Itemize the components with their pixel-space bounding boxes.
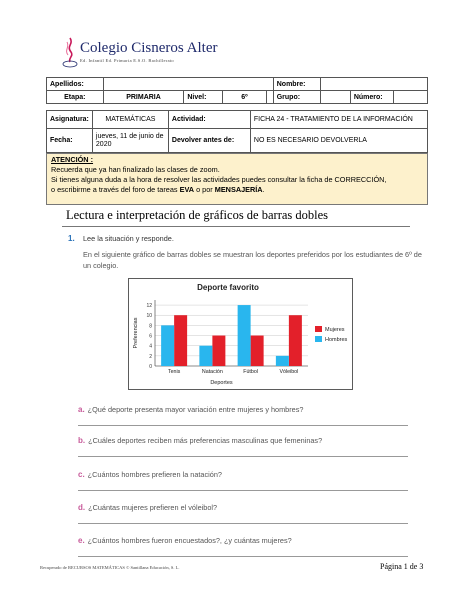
sub-question-2: b. ¿Cuáles deportes reciben más preferenc… (78, 436, 322, 445)
sub-question-1: a. ¿Qué deporte presenta mayor variación … (78, 405, 303, 414)
bar-hombres-vóleibol (275, 355, 289, 366)
y-tick-label: 2 (149, 354, 152, 360)
bar-hombres-fútbol (237, 305, 251, 366)
bar-mujeres-fútbol (250, 335, 264, 366)
bar-mujeres-tenis (174, 315, 188, 366)
school-levels: Ed. Infantil Ed. Primaria E.S.O. Bachill… (80, 58, 174, 63)
y-tick-label: 6 (149, 334, 152, 340)
school-logo: Colegio Cisneros Alter Ed. Infantil Ed. … (60, 36, 230, 72)
sub-question-text: ¿Cuántas mujeres prefieren el vóleibol? (88, 503, 218, 512)
numero-label: Número: (349, 90, 395, 104)
legend-label-hombres: Hombres (325, 337, 348, 343)
devolver-label: Devolver antes de: (167, 128, 251, 153)
attention-line-3: o escribirme a través del foro de tareas… (51, 185, 265, 194)
question-intro: En el siguiente gráfico de barras dobles… (83, 250, 422, 270)
question-instruction: Lee la situación y responde. (83, 234, 174, 243)
attention-line-2: Si tienes alguna duda a la hora de resol… (51, 175, 387, 184)
sub-question-text: ¿Qué deporte presenta mayor variación en… (87, 405, 304, 414)
activity-info-table: Asignatura: MATEMÁTICAS Actividad: FICHA… (46, 110, 429, 153)
sub-question-4: d. ¿Cuántas mujeres prefieren el vóleibol… (78, 503, 217, 512)
grupo-label: Grupo: (272, 90, 321, 104)
nombre-field[interactable] (319, 77, 429, 91)
asignatura-label: Asignatura: (46, 110, 93, 129)
bar-mujeres-natación (212, 335, 226, 366)
asignatura-value: MATEMÁTICAS (91, 110, 169, 129)
footer-credit: Recuperado de RECURSOS MATEMÁTICAS © San… (40, 565, 180, 570)
x-tick-label: Tenis (168, 369, 181, 375)
sub-question-letter: d. (78, 503, 86, 512)
bar-hombres-natación (199, 345, 213, 366)
x-tick-label: Fútbol (243, 369, 258, 375)
answer-line-4[interactable] (78, 523, 408, 524)
attention-heading: ATENCIÓN : (51, 155, 94, 164)
eva-link[interactable]: EVA (179, 185, 195, 194)
grupo-field[interactable] (319, 90, 351, 104)
legend-swatch-hombres (315, 336, 322, 342)
nivel-value: 6º (222, 90, 267, 104)
nombre-label: Nombre: (272, 77, 321, 91)
apellidos-field[interactable] (102, 77, 274, 91)
question-number: 1. (68, 234, 75, 243)
actividad-label: Actividad: (167, 110, 251, 129)
answer-line-5[interactable] (78, 556, 408, 557)
x-tick-label: Natación (202, 369, 223, 375)
y-tick-label: 4 (149, 344, 152, 350)
nivel-label: Nivel: (183, 90, 224, 104)
sub-question-letter: a. (78, 405, 85, 414)
school-name: Colegio Cisneros Alter (80, 40, 218, 56)
logo-flame-icon (62, 37, 78, 68)
etapa-label: Etapa: (46, 90, 104, 104)
x-tick-label: Vóleibol (279, 369, 298, 375)
answer-line-2[interactable] (78, 456, 408, 457)
y-tick-label: 12 (146, 303, 152, 309)
attention-line-1: Recuerda que ya han finalizado las clase… (51, 165, 220, 174)
bar-mujeres-vóleibol (288, 315, 302, 366)
sub-question-letter: c. (78, 470, 85, 479)
fecha-value: jueves, 11 de junio de 2020 (91, 128, 169, 153)
bar-chart: Deporte favorito 0 2 4 6 8 10 12 Tenis Natación Fú… (128, 278, 353, 390)
numero-field[interactable] (393, 90, 428, 104)
sub-question-text: ¿Cuántos hombres prefieren la natación? (87, 470, 222, 479)
devolver-value: NO ES NECESARIO DEVOLVERLA (249, 128, 429, 153)
y-tick-label: 10 (146, 313, 152, 319)
page-number: Página 1 de 3 (380, 562, 424, 571)
y-tick-label: 8 (149, 323, 152, 329)
bar-hombres-tenis (161, 325, 175, 366)
answer-line-1[interactable] (78, 425, 408, 426)
sub-question-letter: b. (78, 436, 86, 445)
sub-question-3: c. ¿Cuántos hombres prefieren la natación… (78, 470, 222, 479)
answer-line-3[interactable] (78, 490, 408, 491)
legend-label-mujeres: Mujeres (325, 327, 345, 333)
etapa-value: PRIMARIA (102, 90, 185, 104)
attention-box: ATENCIÓN : Recuerda que ya han finalizad… (46, 153, 428, 205)
fecha-label: Fecha: (46, 128, 93, 153)
sub-question-letter: e. (78, 536, 85, 545)
legend-swatch-mujeres (315, 326, 322, 332)
sub-question-5: e. ¿Cuántos hombres fueron encuestados?, … (78, 536, 292, 545)
x-axis-label: Deportes (210, 380, 233, 386)
mensajeria-link[interactable]: MENSAJERÍA (214, 185, 263, 194)
y-axis-label: Preferencias (133, 317, 139, 348)
section-title: Lectura e interpretación de gráficos de … (66, 208, 329, 222)
title-divider (62, 226, 410, 227)
y-tick-label: 0 (149, 364, 152, 370)
sub-question-text: ¿Cuántos hombres fueron encuestados?, ¿y… (87, 536, 292, 545)
chart-title: Deporte favorito (197, 283, 259, 292)
apellidos-label: Apellidos: (46, 77, 104, 91)
student-info-table: Apellidos: Nombre: Etapa: PRIMARIA Nivel… (46, 77, 429, 104)
sub-question-text: ¿Cuáles deportes reciben más preferencia… (88, 436, 323, 445)
actividad-value: FICHA 24 - TRATAMIENTO DE LA INFORMACIÓN (249, 110, 429, 129)
